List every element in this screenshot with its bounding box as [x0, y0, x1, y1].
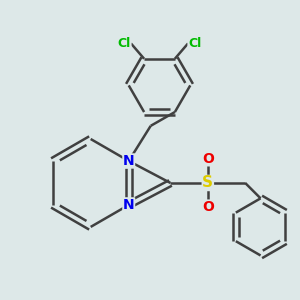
- Text: O: O: [202, 200, 214, 214]
- Text: O: O: [202, 152, 214, 166]
- Text: N: N: [123, 198, 134, 212]
- Text: S: S: [202, 176, 213, 190]
- Text: Cl: Cl: [118, 37, 131, 50]
- Text: Cl: Cl: [188, 37, 201, 50]
- Text: N: N: [123, 154, 134, 168]
